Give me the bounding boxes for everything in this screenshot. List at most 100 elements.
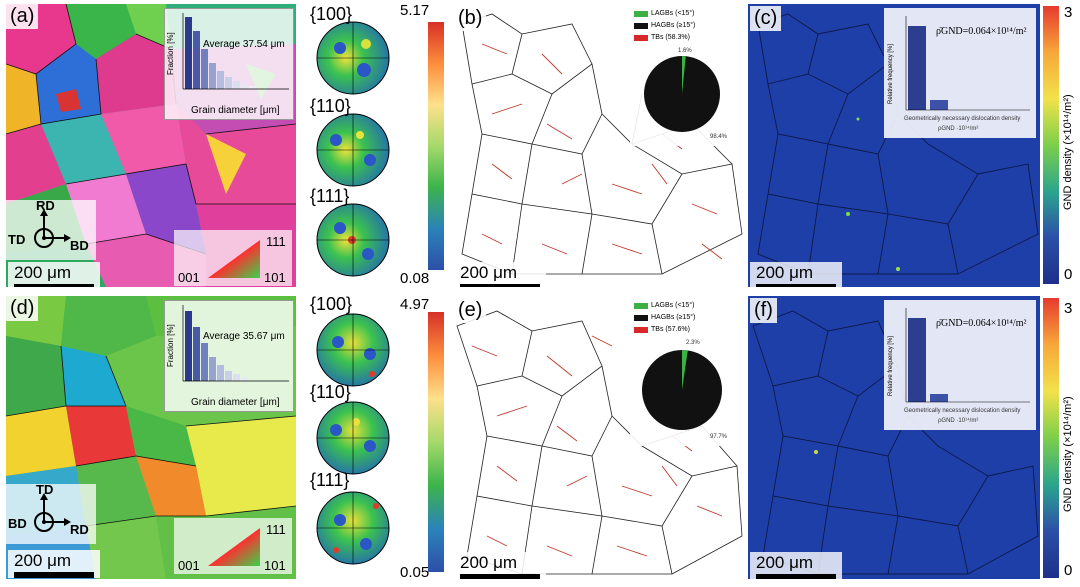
axis-key: RD TD BD	[6, 198, 96, 260]
scale-bar-line	[460, 574, 540, 579]
axis-left-label: BD	[8, 516, 27, 531]
panel-label: (c)	[750, 6, 782, 31]
gnd-colorbar-c	[1043, 6, 1059, 284]
scale-bar: 200 μm	[454, 552, 546, 579]
axis-right-label: BD	[70, 238, 89, 253]
histogram-xlabel: Grain diameter [μm]	[191, 397, 280, 408]
scale-bar-line	[14, 572, 94, 578]
ipf-triangle	[208, 528, 260, 566]
ipf-color-key: 001 101 111	[174, 230, 292, 286]
scale-bar-line	[756, 574, 836, 579]
panel-label: (e)	[454, 298, 487, 323]
gb-map-b: (b) LAGBs (<15°) HAGBs (≥15°) TBs (58.3%…	[452, 4, 744, 287]
gb-lines	[456, 310, 743, 575]
panel-label: (b)	[454, 6, 487, 31]
gnd-map-f: (f) ρ̄GND=0.064×10¹⁴/m² Relative frequen…	[748, 296, 1040, 579]
pole-figures-a: {100} {110} {111} 5.17 0.08	[300, 0, 450, 290]
pf-colorbar-d	[428, 312, 444, 572]
gnd-mean-formula: ρ̄GND=0.064×10¹⁴/m²	[936, 318, 1027, 329]
legend-tb: TBs (57.6%)	[634, 326, 690, 333]
scale-bar: 200 μm	[8, 550, 100, 578]
scale-bar-label: 200 μm	[14, 551, 72, 570]
panel-label: (a)	[6, 4, 39, 29]
gb-pie-chart	[642, 349, 722, 430]
scale-bar-label: 200 μm	[14, 263, 72, 282]
axis-right-label: RD	[70, 522, 89, 537]
axes-symbol	[34, 493, 71, 532]
gnd-colorbar-label: GND density (×10¹⁴/m²)	[1062, 396, 1074, 512]
histogram-ylabel: Fraction [%]	[166, 324, 175, 367]
gnd-colorbar-f	[1043, 298, 1059, 578]
panel-label: (f)	[750, 298, 777, 323]
legend-lagb: LAGBs (<15°)	[634, 302, 694, 309]
gnd-mean-formula: ρ̄GND=0.064×10¹⁴/m²	[936, 26, 1027, 37]
axis-top-label: TD	[36, 482, 54, 497]
gnd-inset-ylabel: Relative frequency [%]	[888, 43, 894, 104]
pie-small-value: 2.3%	[686, 340, 700, 346]
pf-100-label: {100}	[310, 4, 353, 24]
gnd-map-c: (c) ρ̄GND=0.064×10¹⁴/m² Relative frequen…	[748, 4, 1040, 287]
pf-110-label: {110}	[310, 382, 351, 402]
gnd-min-value: 0	[1064, 266, 1073, 283]
pf-100-label: {100}	[310, 294, 353, 314]
gnd-inset-xlabel: Geometrically necessary dislocation dens…	[904, 408, 1021, 414]
gnd-inset-xlabel: Geometrically necessary dislocation dens…	[904, 116, 1021, 122]
legend-hagb: HAGBs (≥15°)	[634, 22, 695, 29]
axis-left-label: TD	[8, 232, 26, 247]
gnd-histogram-inset: ρ̄GND=0.064×10¹⁴/m² Relative frequency […	[884, 300, 1036, 430]
axis-key: TD BD RD	[6, 482, 96, 544]
ipf-triangle	[208, 240, 260, 278]
scale-bar-line	[460, 284, 540, 287]
gb-pie-chart	[644, 56, 720, 132]
gnd-inset-unit: ρGND ·10¹⁴/m²	[938, 126, 979, 132]
average-label: Average 35.67 μm	[203, 331, 285, 342]
gnd-inset-unit: ρGND ·10¹⁴/m²	[938, 418, 979, 424]
triangle-label-101: 101	[264, 270, 286, 285]
gnd-inset-ylabel: Relative frequency [%]	[888, 335, 894, 396]
histogram-bars	[182, 13, 289, 90]
pf-111-label: {111}	[310, 470, 350, 490]
pole-figure-discs	[316, 21, 390, 277]
pie-large-value: 97.7%	[710, 434, 728, 440]
scale-bar: 200 μm	[750, 262, 842, 287]
pf-min-value: 0.05	[400, 564, 430, 581]
legend-tb: TBs (58.3%)	[634, 34, 690, 41]
ipf-color-key: 001 101 111	[174, 518, 292, 574]
scale-bar: 200 μm	[454, 262, 546, 287]
grain-size-histogram: Average 37.54 μm Fraction [%] Grain diam…	[164, 8, 294, 120]
pf-min-value: 0.08	[400, 270, 430, 287]
gnd-max-value: 3	[1064, 4, 1073, 21]
gb-pie-inset: LAGBs (<15°) HAGBs (≥15°) TBs (58.3%) 1.…	[630, 6, 740, 146]
legend-hagb: HAGBs (≥15°)	[634, 314, 695, 321]
gnd-max-value: 3	[1064, 300, 1073, 317]
pie-small-value: 1.6%	[678, 48, 692, 54]
gnd-min-value: 0	[1064, 562, 1073, 579]
average-label: Average 37.54 μm	[203, 39, 285, 50]
triangle-label-111: 111	[266, 234, 286, 249]
scale-bar: 200 μm	[750, 552, 842, 579]
axis-top-label: RD	[36, 198, 55, 213]
ipf-map-a: (a) Average 37.54 μm Fraction [%] Grain …	[6, 4, 296, 287]
scale-bar-label: 200 μm	[460, 553, 518, 572]
gb-pie-inset: LAGBs (<15°) HAGBs (≥15°) TBs (57.6%) 2.…	[630, 298, 740, 446]
pole-figure-discs	[316, 313, 390, 565]
gnd-histogram-inset: ρ̄GND=0.064×10¹⁴/m² Relative frequency […	[884, 8, 1036, 138]
scale-bar: 200 μm	[8, 262, 100, 287]
panel-label: (d)	[6, 296, 39, 321]
scale-bar-label: 200 μm	[460, 263, 518, 282]
triangle-label-001: 001	[178, 558, 200, 573]
legend-lagb: LAGBs (<15°)	[634, 10, 694, 17]
gnd-histogram	[905, 16, 1030, 111]
gb-map-e: (e) LAGBs (<15°) HAGBs (≥15°) TBs (57.6%…	[452, 296, 744, 579]
gnd-histogram	[905, 308, 1030, 403]
pie-large-value: 98.4%	[710, 134, 728, 140]
pf-max-value: 5.17	[400, 2, 430, 19]
histogram-ylabel: Fraction [%]	[166, 32, 175, 75]
ipf-map-d: (d) Average 35.67 μm Fraction [%] Grain …	[6, 296, 296, 579]
grain-size-histogram: Average 35.67 μm Fraction [%] Grain diam…	[164, 300, 294, 412]
axes-symbol	[34, 209, 71, 248]
triangle-label-111: 111	[266, 522, 286, 537]
triangle-label-001: 001	[178, 270, 200, 285]
triangle-label-101: 101	[264, 558, 286, 573]
pf-111-label: {111}	[310, 186, 350, 206]
